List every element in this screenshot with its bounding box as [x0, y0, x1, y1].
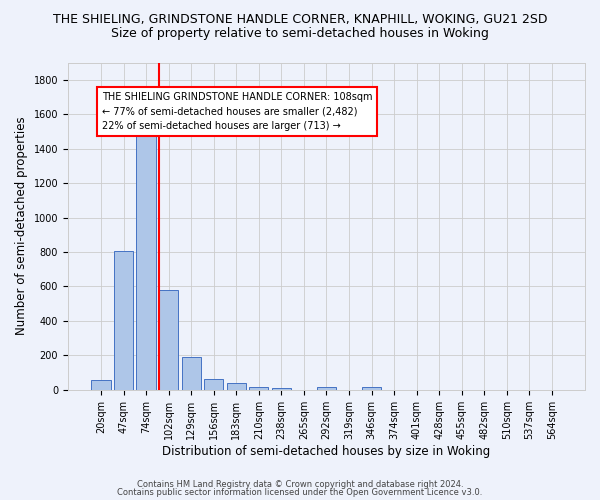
Bar [159, 290, 178, 390]
Text: Contains public sector information licensed under the Open Government Licence v3: Contains public sector information licen… [118, 488, 482, 497]
Bar [136, 130, 155, 390]
Bar [317, 388, 336, 390]
Bar [114, 251, 133, 390]
Text: THE SHIELING, GRINDSTONE HANDLE CORNER, KNAPHILL, WOKING, GU21 2SD: THE SHIELING, GRINDSTONE HANDLE CORNER, … [53, 12, 547, 26]
Bar [204, 379, 223, 390]
X-axis label: Distribution of semi-detached houses by size in Woking: Distribution of semi-detached houses by … [163, 444, 491, 458]
Text: Contains HM Land Registry data © Crown copyright and database right 2024.: Contains HM Land Registry data © Crown c… [137, 480, 463, 489]
Bar [182, 357, 201, 390]
Y-axis label: Number of semi-detached properties: Number of semi-detached properties [15, 117, 28, 336]
Bar [91, 380, 110, 390]
Text: Size of property relative to semi-detached houses in Woking: Size of property relative to semi-detach… [111, 28, 489, 40]
Bar [362, 386, 381, 390]
Bar [227, 382, 246, 390]
Text: THE SHIELING GRINDSTONE HANDLE CORNER: 108sqm
← 77% of semi-detached houses are : THE SHIELING GRINDSTONE HANDLE CORNER: 1… [102, 92, 373, 132]
Bar [249, 386, 268, 390]
Bar [272, 388, 291, 390]
